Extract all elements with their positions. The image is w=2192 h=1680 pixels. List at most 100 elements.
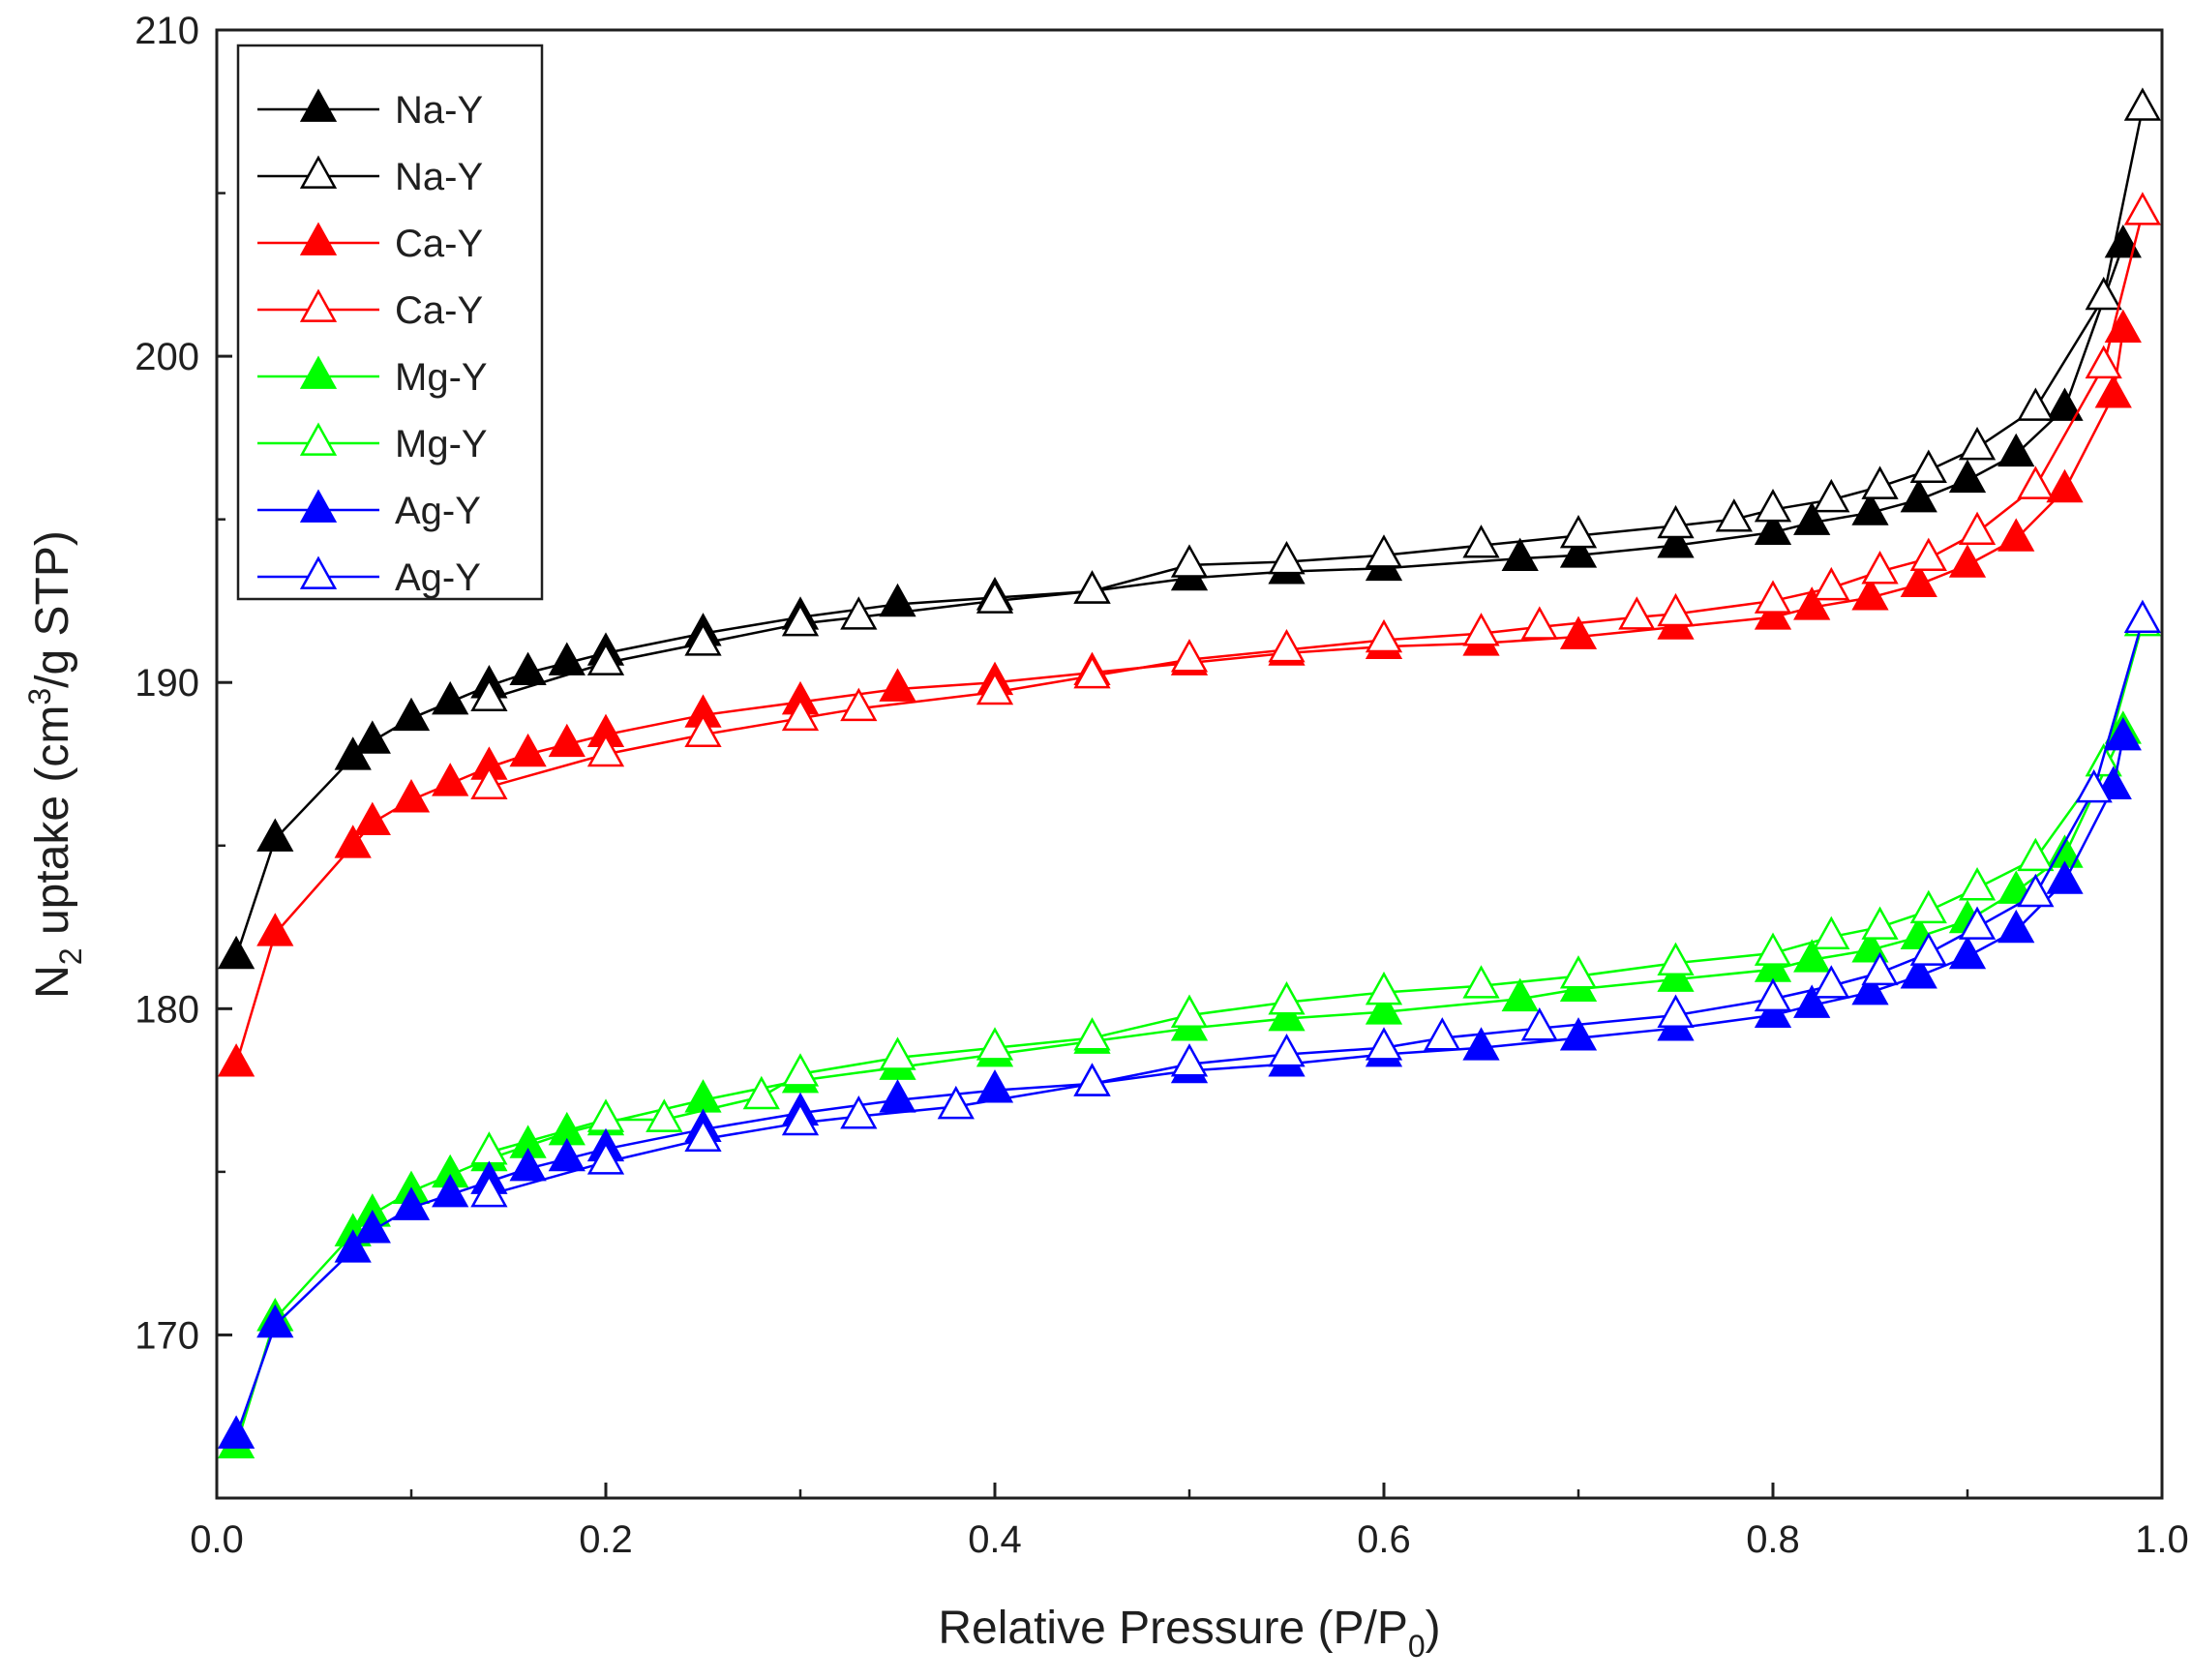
data-point-ag-y-desorption — [1520, 1007, 1558, 1041]
legend-entry: Mg-Y — [257, 355, 488, 399]
data-point-ca-y-desorption — [1657, 592, 1695, 627]
data-point-na-y-desorption — [1754, 489, 1792, 523]
y-axis-title-c: /g STP) — [27, 530, 78, 688]
data-point-ca-y-adsorption — [334, 825, 372, 858]
y-tick-label: 170 — [135, 1314, 199, 1357]
data-point-ca-y-desorption — [1909, 537, 1947, 571]
series-ag-y-desorption — [470, 599, 2162, 1208]
data-point-mg-y-adsorption — [1268, 997, 1306, 1032]
data-point-ag-y-adsorption — [548, 1137, 586, 1172]
data-point-ca-y-desorption — [1520, 606, 1558, 640]
data-point-na-y-desorption — [1170, 544, 1209, 578]
data-point-mg-y-desorption — [1170, 994, 1209, 1028]
data-point-ca-y-desorption — [1073, 654, 1111, 689]
data-point-ag-y-adsorption — [2104, 716, 2142, 751]
data-point-na-y-desorption — [470, 677, 508, 711]
data-point-mg-y-desorption — [1559, 955, 1598, 989]
data-point-na-y-desorption — [976, 580, 1014, 614]
legend-label: Ag-Y — [395, 490, 481, 532]
data-point-ag-y-desorption — [1958, 906, 1997, 940]
data-point-na-y-adsorption — [1793, 501, 1831, 535]
legend-label: Na-Y — [395, 156, 483, 198]
legend-marker — [299, 555, 338, 589]
data-point-ca-y-adsorption — [432, 763, 469, 796]
data-point-ag-y-adsorption — [1754, 994, 1792, 1028]
legend-marker — [299, 222, 338, 255]
x-axis-title-tail: ) — [1426, 1603, 1441, 1654]
data-point-ca-y-desorption — [1170, 639, 1209, 673]
y-axis: 170 180 190 200 210 — [135, 10, 232, 1500]
data-point-na-y-desorption — [781, 602, 820, 637]
legend-marker — [299, 355, 338, 389]
data-point-ca-y-desorption — [976, 671, 1014, 705]
data-point-ca-y-desorption — [781, 697, 820, 732]
data-point-mg-y-desorption — [879, 1036, 916, 1070]
data-point-na-y-adsorption — [217, 935, 255, 970]
data-point-ag-y-desorption — [1365, 1027, 1403, 1061]
data-point-ca-y-desorption — [1618, 596, 1656, 630]
data-point-mg-y-desorption — [1268, 981, 1306, 1015]
data-point-ag-y-desorption — [1424, 1017, 1461, 1051]
data-point-ca-y-adsorption — [1900, 563, 1937, 597]
y-tick-label: 190 — [135, 662, 199, 705]
data-point-ag-y-desorption — [2123, 599, 2162, 634]
legend-label: Mg-Y — [395, 423, 488, 465]
data-point-ca-y-desorption — [470, 765, 508, 799]
legend-label: Ag-Y — [395, 556, 481, 599]
data-point-ca-y-desorption — [586, 733, 625, 767]
data-point-mg-y-desorption — [1909, 889, 1947, 924]
x-tick-label: 1.0 — [2135, 1518, 2189, 1561]
data-point-ag-y-desorption — [586, 1141, 625, 1175]
data-point-na-y-adsorption — [353, 720, 391, 754]
data-point-ca-y-adsorption — [2046, 468, 2084, 503]
data-point-ag-y-adsorption — [1948, 935, 1987, 970]
data-point-na-y-desorption — [1813, 478, 1850, 513]
data-point-na-y-desorption — [2017, 387, 2055, 421]
legend-marker — [299, 155, 338, 189]
data-point-mg-y-desorption — [976, 1027, 1014, 1061]
data-point-na-y-adsorption — [1851, 492, 1889, 525]
data-point-na-y-adsorption — [1948, 459, 1987, 494]
series-ca-y-desorption — [470, 192, 2162, 799]
legend-marker — [299, 288, 338, 322]
data-point-ag-y-adsorption — [1851, 971, 1889, 1005]
legend-entry: Ag-Y — [257, 555, 481, 599]
y-tick-label: 210 — [135, 10, 199, 52]
data-point-ca-y-desorption — [840, 687, 878, 722]
data-point-mg-y-desorption — [2017, 837, 2055, 872]
x-tick-label: 0.6 — [1357, 1518, 1411, 1561]
data-point-ca-y-desorption — [1365, 618, 1403, 653]
data-point-ag-y-adsorption — [2046, 860, 2084, 894]
data-point-mg-y-desorption — [1462, 965, 1500, 999]
legend-entry: Na-Y — [257, 88, 483, 132]
data-point-ag-y-desorption — [1754, 977, 1792, 1012]
data-point-ca-y-desorption — [1268, 628, 1306, 663]
data-point-na-y-adsorption — [879, 583, 916, 617]
data-point-mg-y-adsorption — [1657, 958, 1695, 992]
data-point-ca-y-adsorption — [548, 723, 586, 758]
data-point-ag-y-desorption — [1909, 932, 1947, 966]
data-point-na-y-adsorption — [1997, 433, 2035, 467]
data-point-mg-y-adsorption — [1365, 991, 1403, 1025]
data-point-ag-y-desorption — [2075, 768, 2113, 803]
data-point-ca-y-adsorption — [509, 733, 547, 767]
plot-area — [217, 87, 2162, 1458]
data-point-ca-y-desorption — [1754, 580, 1792, 614]
data-point-ca-y-adsorption — [1559, 615, 1598, 649]
legend-marker — [299, 88, 338, 122]
y-axis-title: N2 uptake (cm3/g STP) — [22, 530, 88, 999]
data-point-mg-y-desorption — [1365, 971, 1403, 1005]
legend-entry: Ag-Y — [257, 489, 481, 532]
x-tick-label: 0.4 — [968, 1518, 1022, 1561]
legend-label: Ca-Y — [395, 223, 483, 265]
data-point-ag-y-adsorption — [1793, 984, 1831, 1018]
y-tick-label: 180 — [135, 988, 199, 1031]
legend-entry: Na-Y — [257, 155, 483, 198]
legend: Na-Y Na-Y Ca-Y Ca-Y Mg-Y Mg-Y Ag-Y Ag-Y — [236, 44, 544, 601]
data-point-na-y-adsorption — [432, 680, 469, 715]
data-point-mg-y-desorption — [1073, 1017, 1111, 1051]
y-axis-title-a: N — [27, 965, 78, 999]
data-point-na-y-desorption — [684, 622, 722, 656]
data-point-ag-y-adsorption — [509, 1147, 547, 1182]
